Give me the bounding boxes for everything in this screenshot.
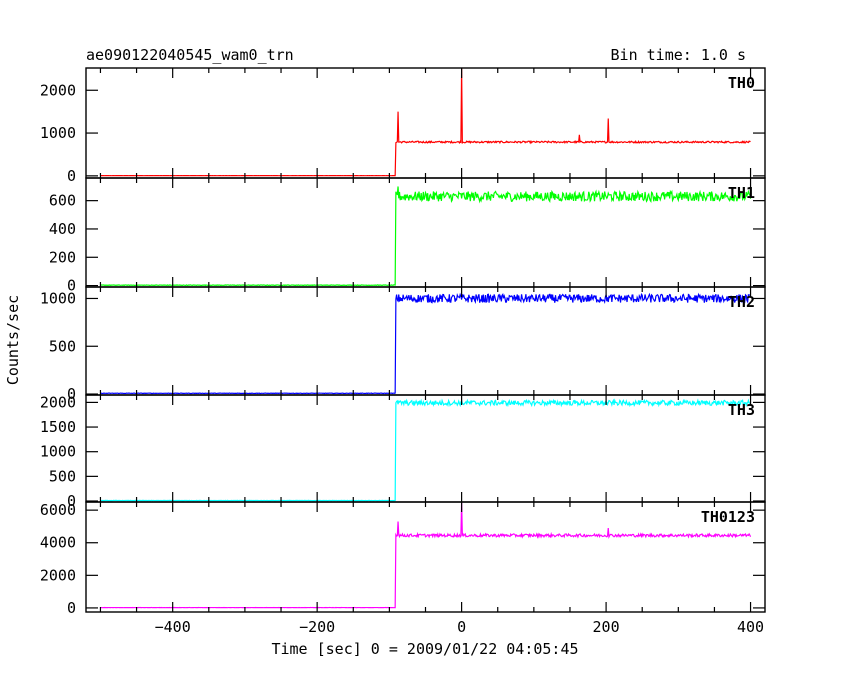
y-tick-label: 1000 xyxy=(40,124,76,142)
series-label-th0: TH0 xyxy=(728,74,755,92)
series-label-th0123: TH0123 xyxy=(701,508,755,526)
y-tick-label: 200 xyxy=(49,248,76,266)
panel-frame xyxy=(85,286,766,396)
y-tick-label: 0 xyxy=(67,599,76,617)
y-tick-label: 1000 xyxy=(40,289,76,307)
y-tick-label: 2000 xyxy=(40,81,76,99)
y-tick-label: 400 xyxy=(49,220,76,238)
panel-th2: 0 500 1000 TH2 xyxy=(40,286,766,403)
panel-th0123: 0 2000 4000 6000 TH0123 xyxy=(40,501,766,617)
y-tick-label: 6000 xyxy=(40,501,76,519)
y-tick-label: 500 xyxy=(49,337,76,355)
series-label-th2: TH2 xyxy=(728,293,755,311)
panel-frame xyxy=(85,67,766,179)
series-label-th3: TH3 xyxy=(728,401,755,419)
y-tick-label: 600 xyxy=(49,192,76,210)
panel-frame xyxy=(85,394,766,503)
plot-title: ae090122040545_wam0_trn xyxy=(86,46,294,64)
bin-time-label: Bin time: 1.0 s xyxy=(611,46,746,64)
series-line-th1 xyxy=(100,186,752,287)
panel-th3: 0 500 1000 1500 2000 TH3 xyxy=(40,393,766,510)
y-tick-label: 1500 xyxy=(40,418,76,436)
y-axis-label: Counts/sec xyxy=(4,295,22,385)
y-tick-label: 0 xyxy=(67,492,76,510)
panel-frame xyxy=(85,501,766,613)
panel-th0: 0 1000 2000 TH0 xyxy=(40,67,766,185)
y-tick-label: 2000 xyxy=(40,393,76,411)
y-tick-label: 0 xyxy=(67,167,76,185)
series-line-th0123 xyxy=(100,501,752,609)
x-tick-label: 0 xyxy=(457,618,466,636)
series-label-th1: TH1 xyxy=(728,184,755,202)
x-tick-label: 200 xyxy=(593,618,620,636)
series-line-th3 xyxy=(100,398,752,502)
x-axis-label: Time [sec] 0 = 2009/01/22 04:05:45 xyxy=(271,640,578,658)
x-tick-label: −200 xyxy=(299,618,335,636)
panel-th1: 0 200 400 600 TH1 xyxy=(49,177,766,295)
y-tick-label: 4000 xyxy=(40,534,76,552)
series-line-th2 xyxy=(100,292,751,395)
x-tick-label: −400 xyxy=(155,618,191,636)
x-tick-label: 400 xyxy=(737,618,764,636)
y-tick-label: 0 xyxy=(67,385,76,403)
series-line-th0 xyxy=(100,67,751,177)
y-tick-label: 0 xyxy=(67,277,76,295)
y-tick-label: 1000 xyxy=(40,443,76,461)
y-tick-label: 2000 xyxy=(40,566,76,584)
y-tick-label: 500 xyxy=(49,467,76,485)
